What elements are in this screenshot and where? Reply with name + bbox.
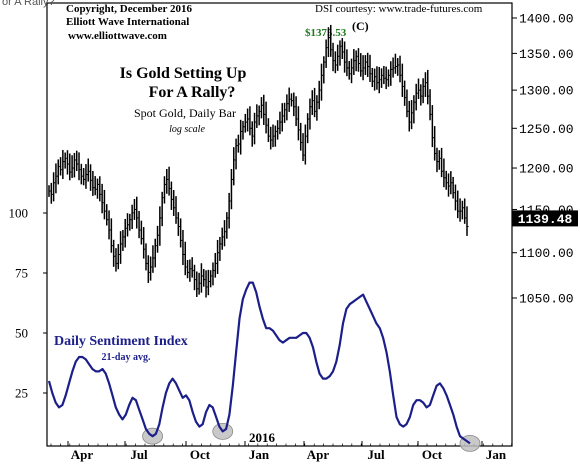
price-axis: 1400.001350.001300.001250.001200.001150.… — [512, 12, 574, 307]
time-tick-label: Oct — [190, 447, 211, 462]
plot-border — [46, 2, 513, 447]
last-price-marker: 1139.48 — [512, 210, 578, 227]
price-tick-label: 1300.00 — [519, 84, 574, 99]
price-series — [48, 24, 469, 298]
time-axis: Apr Jul Oct Jan Apr Jul Oct Jan — [50, 441, 512, 462]
cropped-title: or A Rally? — [2, 0, 55, 8]
price-tick-label: 1200.00 — [519, 162, 574, 177]
price-tick-label: 1400.00 — [519, 12, 574, 27]
sentiment-line — [47, 281, 471, 445]
price-title-line-2: For A Rally? — [149, 84, 236, 101]
sentiment-tick-label: 50 — [15, 326, 28, 341]
sentiment-title: Daily Sentiment Index — [54, 334, 188, 349]
sentiment-tick-label: 75 — [15, 266, 28, 281]
time-tick-label: Jan — [486, 447, 507, 462]
sentiment-axis: 100 75 50 25 — [9, 206, 47, 401]
time-tick-label: Apr — [71, 447, 94, 462]
price-subtitle: Spot Gold, Daily Bar — [134, 106, 236, 120]
high-price-label: $1375.53 — [305, 27, 347, 39]
year-label: 2016 — [249, 430, 276, 445]
time-tick-label: Jul — [130, 447, 148, 462]
price-title-line-1: Is Gold Setting Up — [120, 65, 247, 82]
price-tick-label: 1050.00 — [519, 292, 574, 307]
sentiment-subtitle: 21-day avg. — [102, 352, 151, 363]
sentiment-tick-label: 100 — [9, 206, 29, 221]
high-wave-label: (C) — [352, 19, 369, 33]
last-price-box — [512, 210, 578, 227]
price-scale-note: log scale — [169, 124, 205, 135]
sentiment-tick-label: 25 — [15, 386, 28, 401]
price-tick-label: 1350.00 — [519, 47, 574, 62]
price-tick-label: 1100.00 — [519, 246, 574, 261]
time-tick-label: Apr — [307, 447, 330, 462]
price-tick-label: 1250.00 — [519, 122, 574, 137]
website-text: www.elliottwave.com — [68, 30, 167, 42]
last-price-label: 1139.48 — [518, 212, 573, 227]
publisher-text: Elliott Wave International — [66, 16, 189, 28]
time-tick-label: Jan — [249, 447, 270, 462]
time-tick-label: Jul — [367, 447, 385, 462]
dsi-courtesy-text: DSI courtesy: www.trade-futures.com — [315, 3, 483, 15]
copyright-text: Copyright, December 2016 — [66, 3, 192, 15]
time-tick-label: Oct — [422, 447, 443, 462]
